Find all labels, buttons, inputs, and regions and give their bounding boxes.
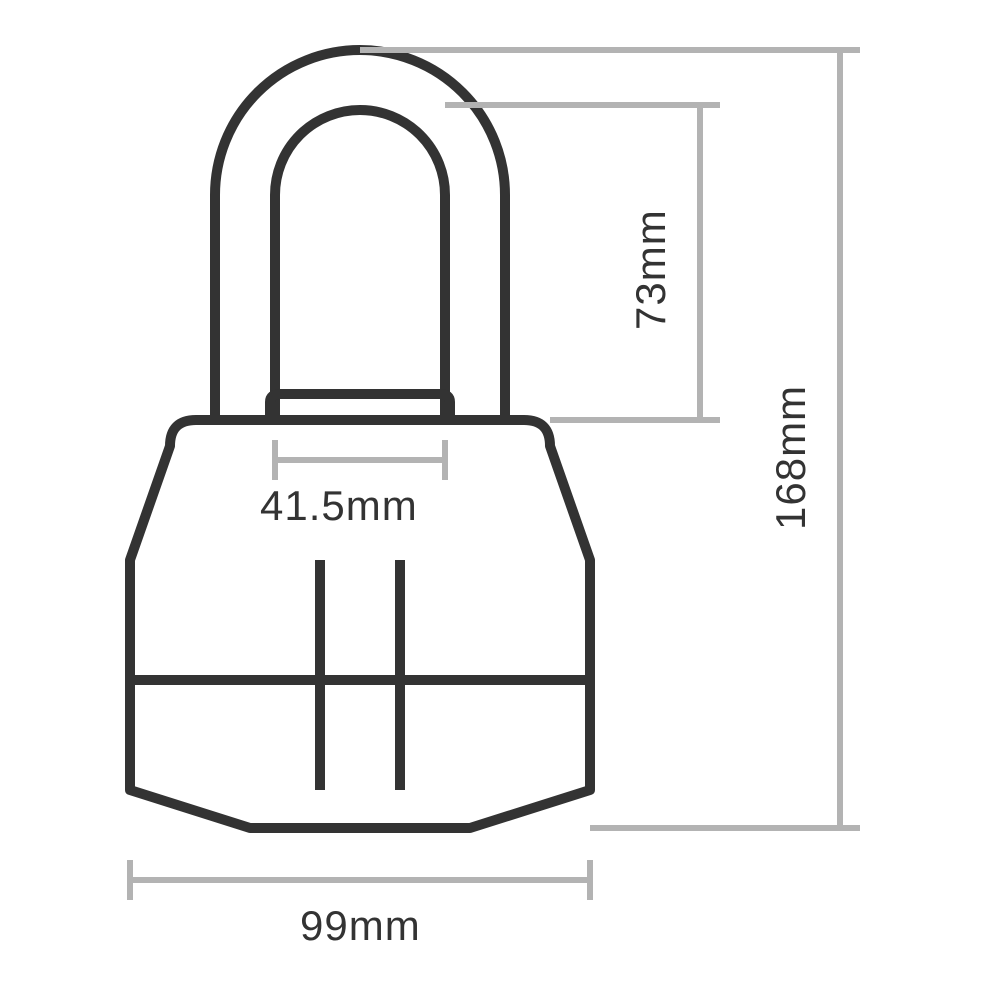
dimension-inner-label: 41.5mm (260, 482, 418, 529)
dimension-total-label: 168mm (767, 385, 814, 530)
padlock-dimension-diagram: 99mm 41.5mm 73mm 168mm (0, 0, 1000, 1000)
dimension-total-height (820, 50, 860, 828)
dimension-width-label: 99mm (300, 902, 421, 949)
dimension-inner-width (275, 440, 445, 480)
dimension-shackle-label: 73mm (627, 209, 674, 330)
dimension-width (130, 860, 590, 900)
shackle-inner (275, 110, 445, 420)
dimension-shackle-height (680, 105, 720, 420)
